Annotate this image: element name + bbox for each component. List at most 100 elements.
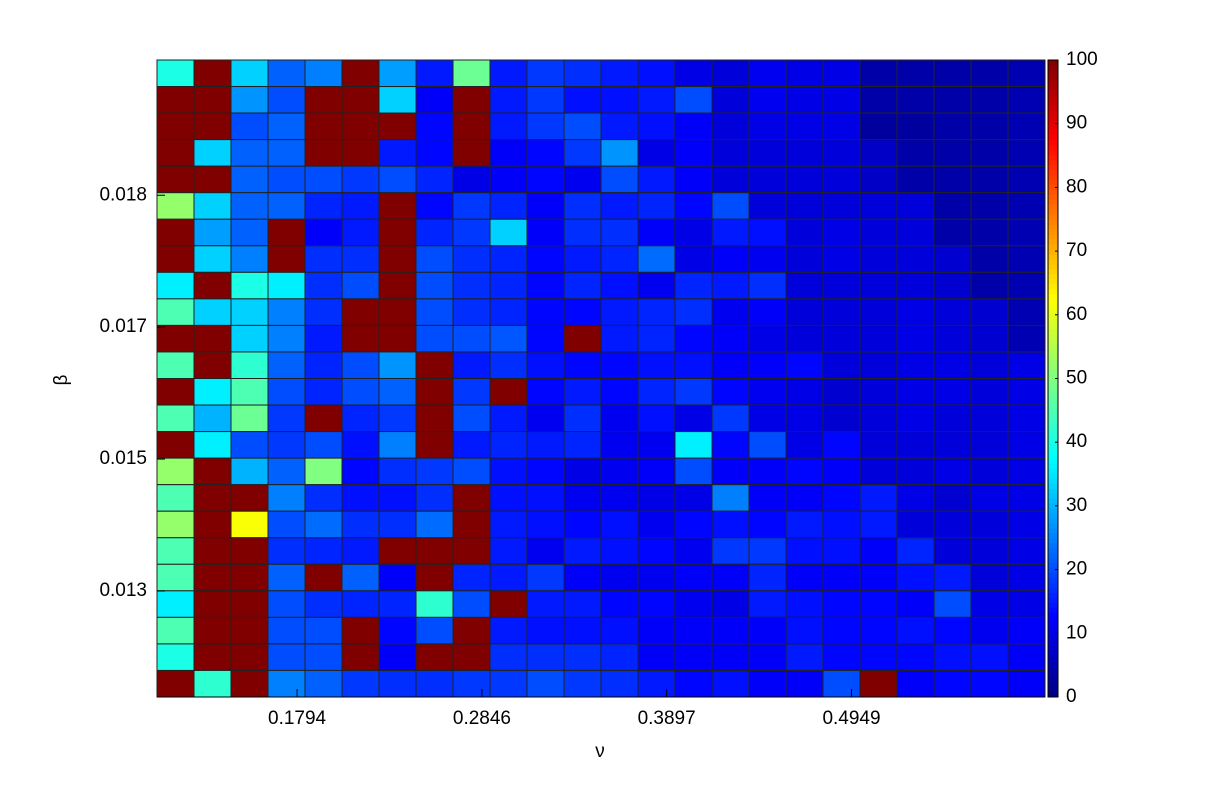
heatmap-cell xyxy=(822,139,861,167)
colorbar-segment xyxy=(1048,378,1058,384)
heatmap-cell xyxy=(341,139,380,167)
heatmap-cell xyxy=(156,245,195,273)
colorbar-segment xyxy=(1048,219,1058,225)
heatmap-cell xyxy=(489,378,528,406)
heatmap-cell xyxy=(674,669,713,698)
heatmap-cell xyxy=(600,139,639,167)
colorbar-segment xyxy=(1048,617,1058,623)
heatmap-cell xyxy=(489,563,528,592)
heatmap-cell xyxy=(489,510,528,539)
heatmap-cell xyxy=(452,324,491,353)
heatmap-cell xyxy=(859,351,898,380)
heatmap-cell xyxy=(526,669,565,698)
heatmap-cell xyxy=(341,484,380,512)
heatmap-cell xyxy=(489,271,528,300)
heatmap-cell xyxy=(637,245,676,273)
heatmap-cell xyxy=(267,431,306,459)
colorbar-segment xyxy=(1048,199,1058,205)
heatmap-cell xyxy=(230,431,269,459)
heatmap-cell xyxy=(304,404,343,433)
colorbar-segment xyxy=(1048,692,1058,698)
heatmap-cell xyxy=(452,404,491,433)
heatmap-cell xyxy=(970,669,1009,698)
colorbar-segment xyxy=(1048,139,1058,146)
heatmap-cell xyxy=(341,537,380,565)
colorbar-segment xyxy=(1048,94,1058,101)
heatmap-cell xyxy=(267,563,306,592)
heatmap-cell xyxy=(711,590,750,618)
colorbar-segment xyxy=(1048,244,1058,250)
heatmap-cell xyxy=(822,324,861,353)
heatmap-cell xyxy=(637,484,676,512)
heatmap-cell xyxy=(896,537,935,565)
heatmap-cell xyxy=(748,431,787,459)
colorbar-segment xyxy=(1048,527,1058,534)
heatmap-cell xyxy=(267,192,306,220)
colorbar-segment xyxy=(1048,318,1058,325)
heatmap-cell xyxy=(526,431,565,459)
heatmap-cell xyxy=(341,245,380,273)
heatmap-cell xyxy=(896,669,935,698)
heatmap-cell xyxy=(970,378,1009,406)
heatmap-cell xyxy=(785,563,824,592)
heatmap-cell xyxy=(526,563,565,592)
heatmap-cell xyxy=(193,537,232,565)
heatmap-cell xyxy=(785,324,824,353)
heatmap-cell xyxy=(822,218,861,247)
heatmap-cell xyxy=(230,484,269,512)
heatmap-cell xyxy=(970,590,1009,618)
heatmap-cell xyxy=(489,431,528,459)
heatmap-cell xyxy=(526,404,565,433)
heatmap-cell xyxy=(156,563,195,592)
heatmap-cell xyxy=(341,192,380,220)
heatmap-cell xyxy=(970,484,1009,512)
heatmap-cell xyxy=(674,457,713,486)
heatmap-cell xyxy=(563,59,602,88)
colorbar-segment xyxy=(1048,507,1058,514)
heatmap-cell xyxy=(711,218,750,247)
colorbar-segment xyxy=(1048,597,1058,603)
heatmap-cell xyxy=(637,378,676,406)
heatmap-cell xyxy=(452,378,491,406)
heatmap-cell xyxy=(674,192,713,220)
heatmap-cell xyxy=(267,510,306,539)
heatmap-cell xyxy=(156,643,195,671)
heatmap-cell xyxy=(711,643,750,671)
heatmap-cell xyxy=(1007,165,1046,194)
colorbar-segment xyxy=(1048,224,1058,230)
heatmap-cell xyxy=(785,86,824,114)
heatmap-cell xyxy=(859,245,898,273)
heatmap-cell xyxy=(600,245,639,273)
heatmap-cell xyxy=(304,510,343,539)
heatmap-cell xyxy=(341,271,380,300)
heatmap-cell xyxy=(1007,669,1046,698)
heatmap-cell xyxy=(563,192,602,220)
heatmap-cell xyxy=(304,563,343,592)
colorbar-tick-label: 30 xyxy=(1066,495,1087,516)
heatmap-cell xyxy=(304,218,343,247)
y-axis-label: β xyxy=(51,374,72,385)
heatmap-cell xyxy=(600,192,639,220)
heatmap-cell xyxy=(933,245,972,273)
heatmap-cell xyxy=(1007,590,1046,618)
heatmap-cell xyxy=(859,192,898,220)
heatmap-cell xyxy=(748,537,787,565)
heatmap-cell xyxy=(896,378,935,406)
colorbar-segment xyxy=(1048,164,1058,170)
heatmap-cell xyxy=(822,563,861,592)
heatmap-cell xyxy=(156,537,195,565)
heatmap-cell xyxy=(748,404,787,433)
heatmap-cell xyxy=(304,192,343,220)
colorbar-segment xyxy=(1048,423,1058,429)
heatmap-cell xyxy=(341,643,380,671)
colorbar-segment xyxy=(1048,398,1058,404)
heatmap-cell xyxy=(156,484,195,512)
colorbar-segment xyxy=(1048,572,1058,579)
heatmap-cell xyxy=(489,351,528,380)
heatmap-cell xyxy=(859,271,898,300)
heatmap-cell xyxy=(526,351,565,380)
heatmap-cell xyxy=(193,378,232,406)
colorbar-segment xyxy=(1048,119,1058,126)
heatmap-cell xyxy=(230,563,269,592)
colorbar-segment xyxy=(1048,109,1058,116)
